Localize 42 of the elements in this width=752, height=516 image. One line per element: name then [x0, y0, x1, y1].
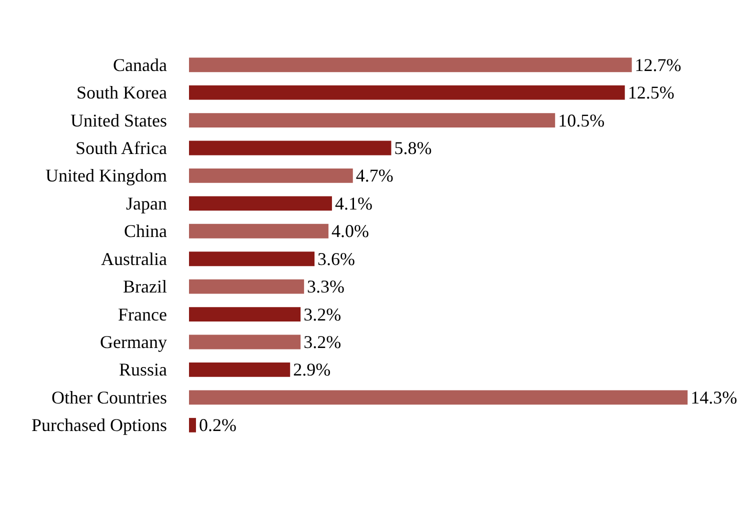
y-tick-label: Russia: [118, 360, 167, 380]
y-tick-label: United Kingdom: [46, 166, 167, 186]
y-tick-label: United States: [70, 110, 167, 130]
bar: [189, 252, 315, 266]
data-label: 3.2%: [304, 332, 342, 352]
data-label: 3.2%: [304, 304, 342, 324]
bar: [189, 224, 328, 238]
y-tick-label: Germany: [100, 332, 167, 352]
y-tick-label: Canada: [113, 54, 167, 75]
data-label: 0.2%: [198, 415, 236, 436]
data-label: 5.8%: [394, 138, 432, 158]
y-tick-label: South Africa: [76, 138, 167, 158]
bar: [189, 390, 688, 405]
y-tick-label: Other Countries: [52, 387, 167, 408]
bar: [189, 113, 556, 128]
data-label: 4.0%: [331, 221, 369, 242]
bar: [189, 140, 392, 156]
bar: [189, 196, 332, 211]
data-label: 10.5%: [558, 110, 605, 130]
data-label: 12.5%: [628, 82, 674, 103]
bar: [189, 307, 301, 322]
bar: [189, 362, 290, 377]
bar: [189, 418, 196, 432]
data-label: 12.7%: [634, 54, 682, 75]
data-label: 2.9%: [293, 360, 331, 380]
data-label: 14.3%: [690, 387, 738, 408]
bar: [189, 85, 625, 100]
data-label: 3.3%: [307, 276, 345, 297]
y-tick-label: France: [118, 304, 167, 324]
bar: [189, 279, 304, 294]
y-tick-label: South Korea: [76, 82, 168, 103]
y-tick-label: Brazil: [123, 276, 167, 297]
data-label: 3.6%: [318, 248, 356, 269]
y-tick-label: Japan: [126, 193, 167, 214]
bar: [189, 334, 301, 350]
data-label: 4.1%: [334, 193, 372, 214]
y-tick-label: China: [124, 221, 168, 242]
bar: [189, 58, 632, 72]
data-label: 4.7%: [356, 166, 394, 186]
y-tick-label: Purchased Options: [32, 415, 167, 436]
bar: [189, 168, 353, 183]
y-tick-label: Australia: [101, 248, 168, 269]
